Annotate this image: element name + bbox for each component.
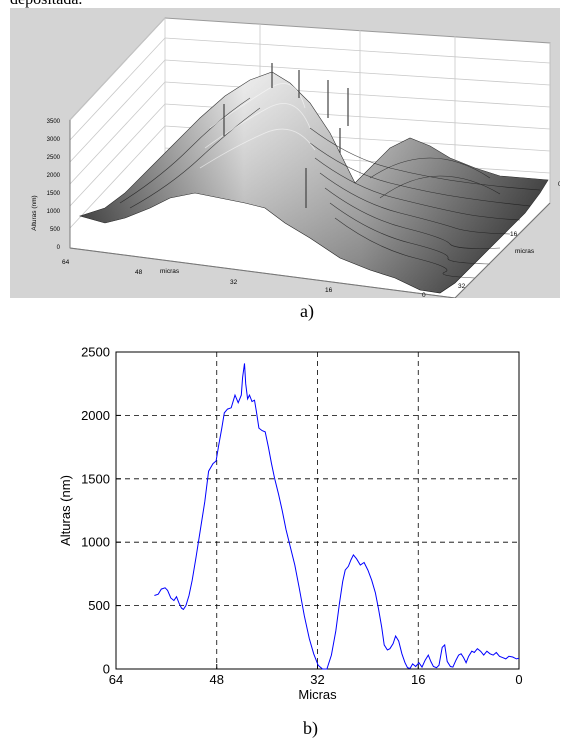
series-line: [154, 363, 520, 670]
z-tick-2000: 2000: [47, 173, 61, 179]
x-tick-label: 48: [210, 672, 224, 687]
z-tick-labels: 3500 3000 2500 2000 1500 1000 500 0: [47, 119, 61, 251]
surface-ridges: [119, 97, 541, 279]
y-tick-labels: 0 16 32: [458, 181, 560, 290]
z-tick-1000: 1000: [47, 209, 61, 215]
y-tick-label: 500: [88, 598, 110, 613]
x-axis-label: Micras: [298, 687, 337, 702]
caption-b: b): [303, 718, 318, 738]
y-tick-label: 0: [103, 662, 110, 677]
y-tick-label: 1500: [81, 471, 110, 486]
x-tick-48: 48: [135, 269, 143, 276]
y-ticks: 0 500 1000 1500 2000 2500: [81, 345, 121, 677]
y-axis-label: Alturas (nm): [58, 475, 73, 546]
surface-plot: 3500 3000 2500 2000 1500 1000 500 0 Altu…: [10, 8, 560, 298]
surface-grid: [69, 17, 551, 229]
z-tick-2500: 2500: [47, 155, 61, 161]
caption-a: a): [300, 301, 314, 321]
x-tick-label: 16: [411, 672, 425, 687]
x-tick-label: 64: [109, 672, 123, 687]
x-tick-16: 16: [325, 287, 333, 294]
z-tick-500: 500: [50, 227, 61, 233]
gridlines: [116, 352, 519, 669]
x-tick-label: 0: [515, 672, 522, 687]
x-tick-64: 64: [62, 259, 70, 266]
z-axis-label: Alturas (nm): [31, 195, 38, 230]
z-tick-3000: 3000: [47, 137, 61, 143]
y-axis-label: micras: [515, 248, 535, 255]
header-text: depositada.: [10, 0, 82, 9]
x-ticks: 64 48 32 16 0: [109, 664, 523, 687]
y-tick-label: 1000: [81, 535, 110, 550]
x-tick-label: 32: [310, 672, 324, 687]
y-tick-label: 2000: [81, 408, 110, 423]
z-tick-3500: 3500: [47, 119, 61, 125]
profile-line-chart: 64 48 32 16 0 0 500 1000 1500 2000 2500 Micras Al…: [58, 345, 523, 703]
x-axis-label: micras: [160, 268, 180, 275]
x-tick-32: 32: [230, 279, 238, 286]
z-tick-1500: 1500: [47, 191, 61, 197]
surface-spikes: [223, 63, 349, 208]
x-tick-labels: 64 48 32 16 0: [62, 259, 426, 298]
x-tick-0: 0: [422, 292, 426, 298]
y-tick-32: 32: [458, 283, 466, 290]
y-tick-label: 2500: [81, 345, 110, 360]
y-tick-0: 0: [558, 181, 560, 188]
z-tick-0: 0: [57, 245, 61, 251]
y-tick-16: 16: [510, 231, 518, 238]
